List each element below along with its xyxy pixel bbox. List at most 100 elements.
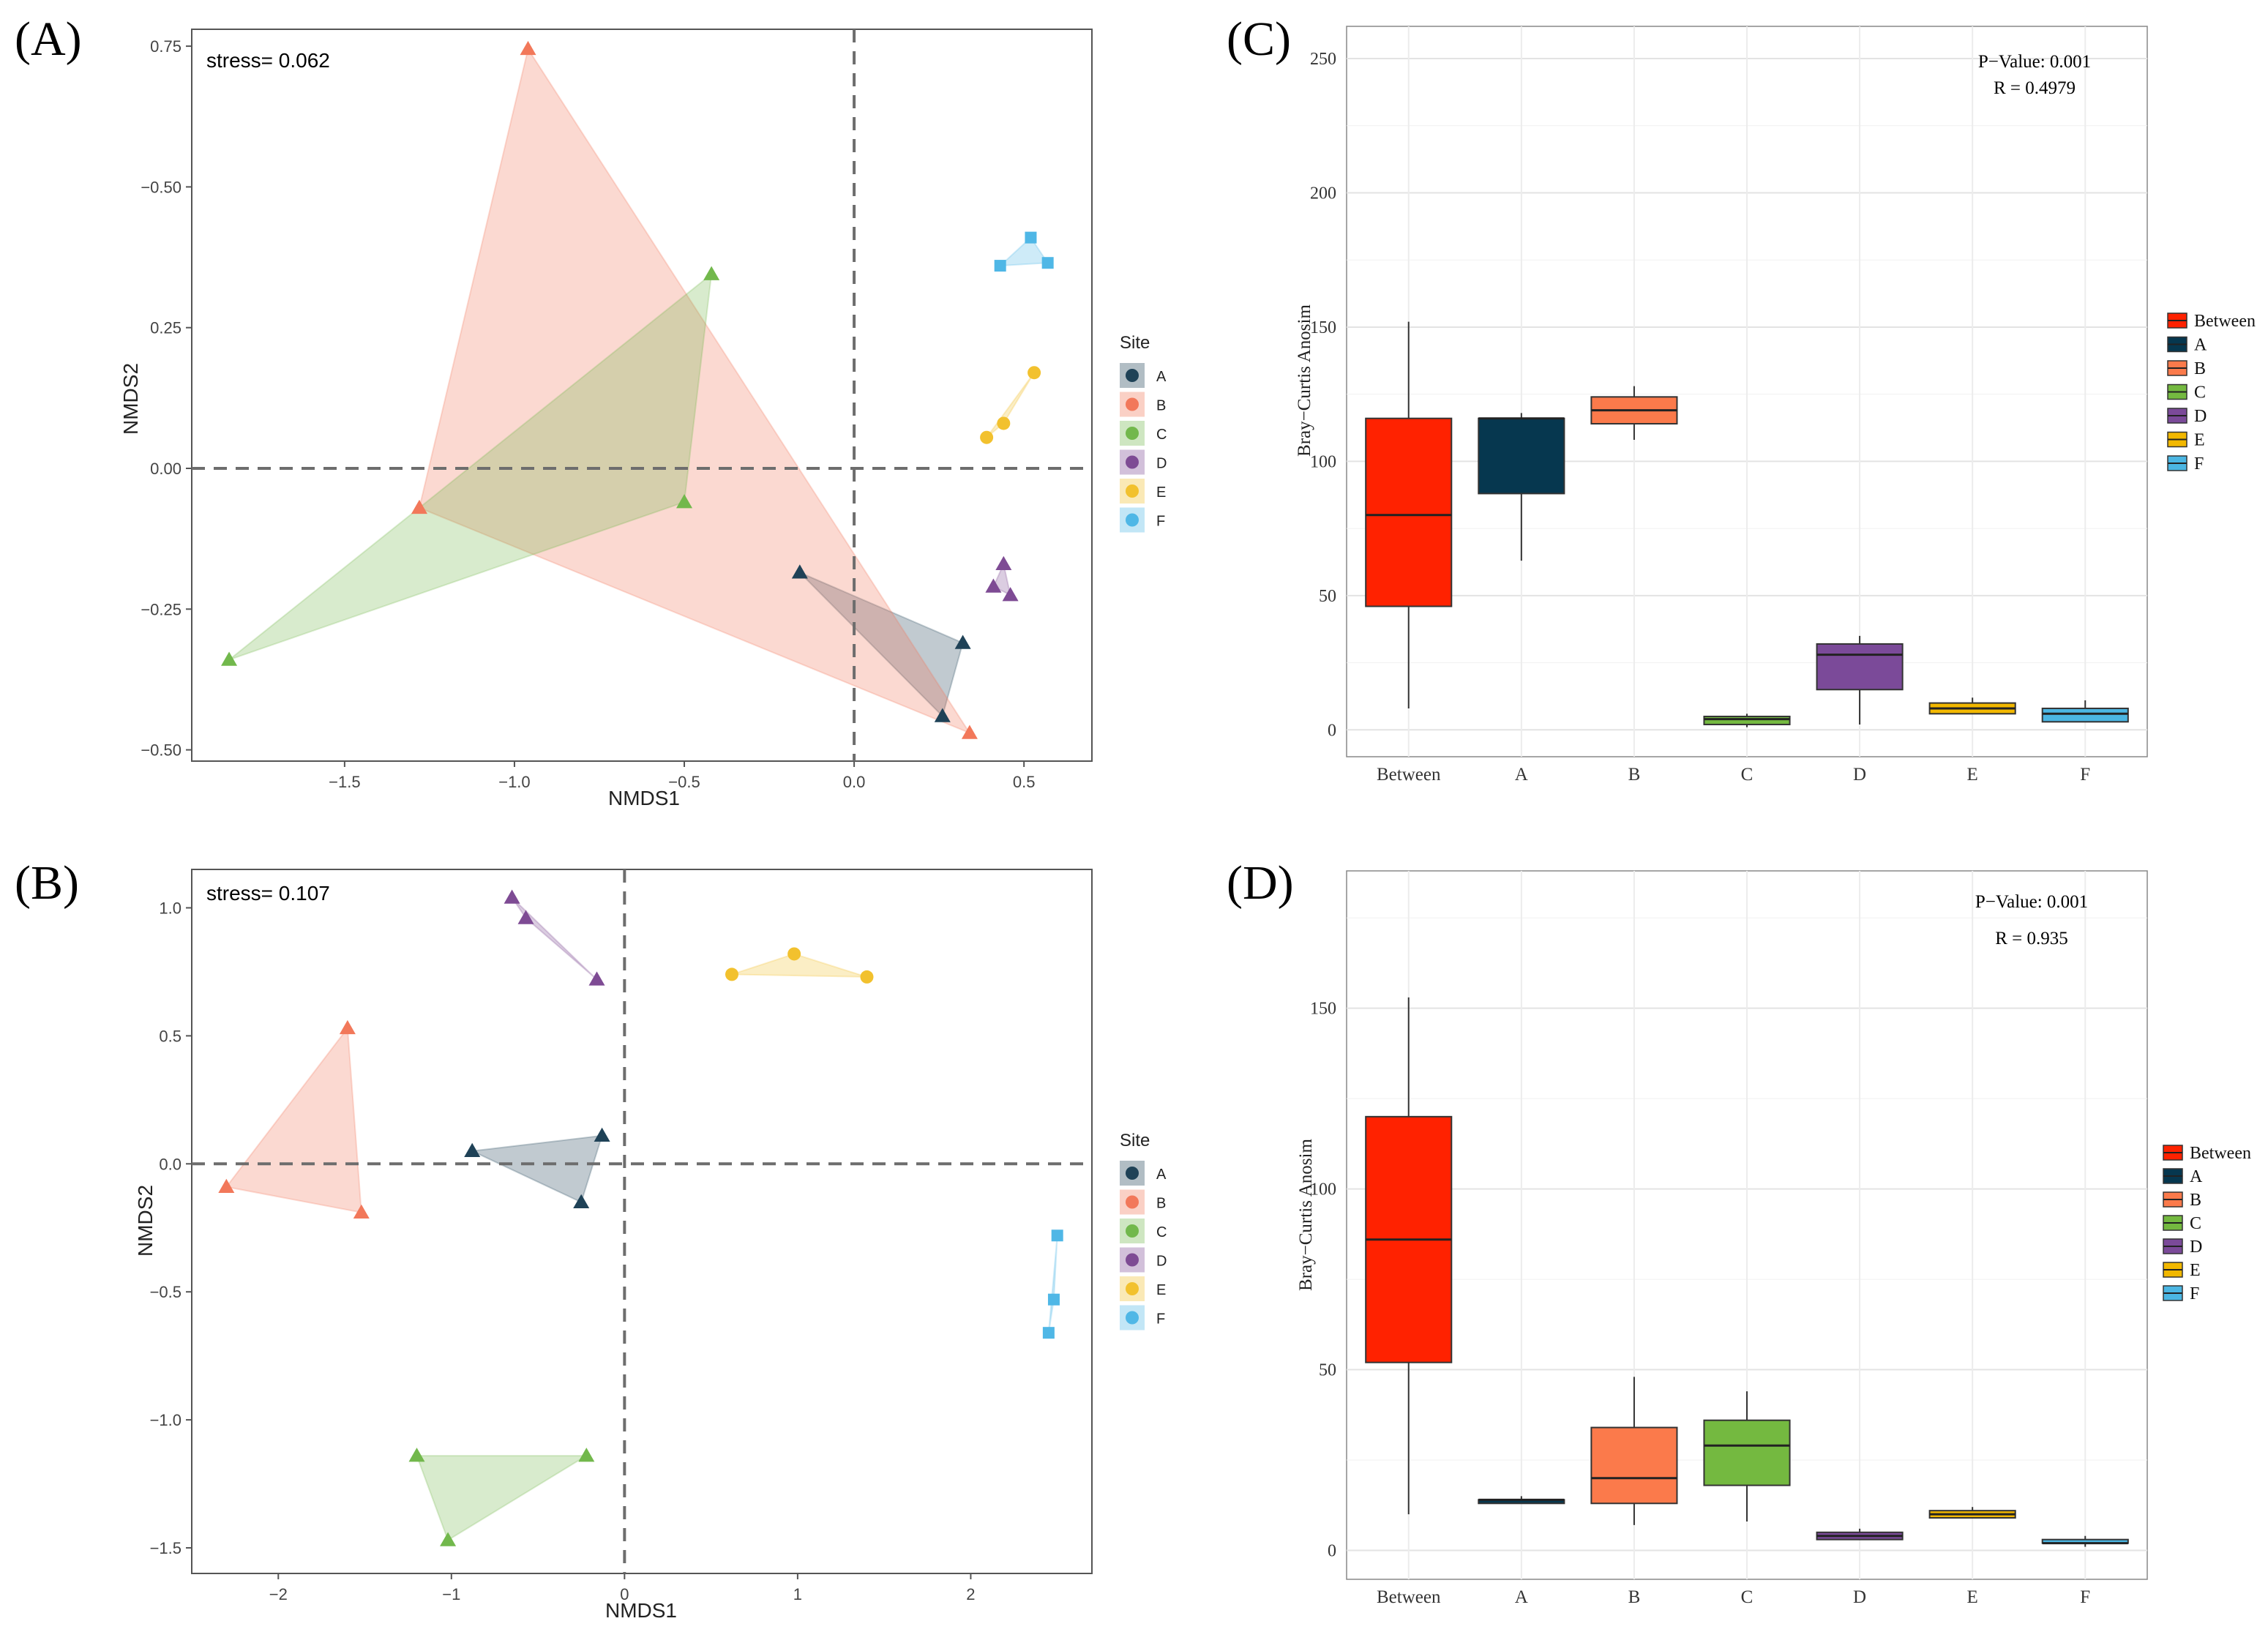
point-a bbox=[573, 1194, 590, 1209]
point-c bbox=[440, 1532, 457, 1546]
box-d bbox=[1816, 643, 1904, 691]
point-f bbox=[1051, 1229, 1063, 1242]
hull-a bbox=[469, 1134, 604, 1204]
legend-dot-c bbox=[1126, 427, 1139, 440]
x-tick-label: E bbox=[1967, 765, 1978, 785]
point-f bbox=[994, 260, 1006, 272]
point-a bbox=[594, 1127, 610, 1142]
legend-label: E bbox=[2194, 431, 2205, 450]
panel-c-label: (C) bbox=[1227, 12, 1291, 66]
legend-label: A bbox=[2190, 1167, 2203, 1186]
point-a bbox=[954, 635, 971, 649]
point-d bbox=[1002, 587, 1019, 602]
point-e bbox=[997, 416, 1011, 430]
point-d bbox=[517, 910, 534, 924]
legend-label: A bbox=[2194, 336, 2207, 355]
point-f bbox=[1025, 231, 1037, 244]
y-tick-label: 250 bbox=[1310, 50, 1336, 69]
legend-dot-f bbox=[1126, 513, 1139, 527]
x-tick-label: A bbox=[1515, 1587, 1528, 1607]
panel-d-pvalue: P−Value: 0.001 bbox=[1975, 892, 2088, 912]
legend-label: D bbox=[1156, 1254, 1167, 1270]
point-c bbox=[408, 1448, 425, 1462]
x-tick-label: −1 bbox=[442, 1585, 460, 1603]
x-tick-label: −0.5 bbox=[668, 773, 700, 791]
y-tick-label: −1.0 bbox=[150, 1411, 181, 1429]
panel-d-r: R = 0.935 bbox=[1995, 929, 2068, 948]
y-tick-label: −1.5 bbox=[150, 1539, 181, 1557]
point-e bbox=[787, 947, 801, 961]
legend-label: B bbox=[2194, 359, 2206, 378]
y-tick-label: −0.5 bbox=[150, 1283, 181, 1301]
y-tick-label: 100 bbox=[1310, 1180, 1336, 1199]
y-tick-label: 0.25 bbox=[150, 319, 181, 337]
legend-dot-e bbox=[1126, 484, 1139, 498]
legend-dot-e bbox=[1126, 1282, 1139, 1295]
point-f bbox=[1041, 257, 1054, 269]
legend-dot-d bbox=[1126, 455, 1139, 469]
legend-label: C bbox=[1156, 1224, 1167, 1240]
point-c bbox=[703, 266, 720, 280]
x-tick-label: A bbox=[1515, 765, 1528, 785]
panel-b-ylabel: NMDS2 bbox=[134, 1185, 157, 1257]
legend-label: A bbox=[1156, 1167, 1167, 1183]
legend-label: C bbox=[2194, 383, 2206, 403]
panel-b-xlabel: NMDS1 bbox=[605, 1599, 677, 1622]
hull-b bbox=[225, 1026, 362, 1213]
legend-label: F bbox=[1156, 514, 1165, 530]
hull-c bbox=[228, 272, 713, 661]
hull-b bbox=[418, 47, 972, 735]
x-tick-label: F bbox=[2080, 765, 2090, 785]
legend-dot-a bbox=[1126, 369, 1139, 382]
point-b bbox=[411, 499, 427, 514]
box-c bbox=[1703, 715, 1791, 725]
legend-title: Site bbox=[1120, 1131, 1150, 1150]
legend-label: E bbox=[1156, 1282, 1166, 1298]
point-d bbox=[985, 578, 1002, 593]
x-tick-label: E bbox=[1967, 1587, 1978, 1607]
legend-label: Between bbox=[2194, 312, 2256, 331]
point-f bbox=[1047, 1293, 1060, 1306]
legend-label: D bbox=[2190, 1238, 2202, 1257]
box-b bbox=[1590, 1426, 1678, 1505]
x-tick-label: 0.5 bbox=[1013, 773, 1036, 791]
legend-dot-d bbox=[1126, 1253, 1139, 1267]
panel-a-label: (A) bbox=[15, 12, 82, 66]
legend-label: Between bbox=[2190, 1144, 2251, 1163]
point-c bbox=[578, 1448, 595, 1462]
panel-a-stress: stress= 0.062 bbox=[206, 49, 330, 72]
hull-d bbox=[511, 897, 598, 981]
x-tick-label: C bbox=[1741, 765, 1754, 785]
y-tick-label: 100 bbox=[1310, 452, 1336, 471]
legend-label: D bbox=[2194, 407, 2207, 426]
point-e bbox=[1028, 366, 1041, 380]
point-c bbox=[221, 651, 238, 666]
y-tick-label: 0.75 bbox=[150, 37, 181, 56]
point-a bbox=[464, 1142, 481, 1158]
panel-d-label: (D) bbox=[1227, 856, 1294, 910]
legend-dot-a bbox=[1126, 1167, 1139, 1180]
x-tick-label: −1.0 bbox=[498, 773, 530, 791]
x-tick-label: 0.0 bbox=[843, 773, 866, 791]
x-tick-label: Between bbox=[1377, 765, 1441, 785]
panel-d-plot-area: Between A B C D E F 0 50 100 150 bbox=[1310, 870, 2148, 1607]
legend-title: Site bbox=[1120, 333, 1150, 353]
point-e bbox=[980, 430, 994, 444]
x-tick-label: 0 bbox=[620, 1585, 629, 1603]
y-tick-label: 150 bbox=[1310, 318, 1336, 337]
y-tick-label: 0 bbox=[1328, 1541, 1336, 1560]
plot-frame bbox=[191, 869, 1093, 1574]
panel-b-plot-area: −2 −1 0 1 2 1.0 0.5 0.0 −0.5 −1.0 −1.5 bbox=[150, 869, 1093, 1603]
point-d bbox=[995, 555, 1012, 571]
legend-label: A bbox=[1156, 369, 1167, 385]
legend-label: C bbox=[2190, 1214, 2201, 1233]
y-tick-label: −0.50 bbox=[141, 178, 181, 196]
panel-b-nmds: (B) −2 −1 0 1 2 1.0 0.5 0.0 −0.5 −1.0 −1.5 stress=… bbox=[15, 856, 1167, 1622]
legend-label: E bbox=[2190, 1261, 2201, 1280]
plot-frame bbox=[191, 29, 1093, 762]
point-d bbox=[504, 889, 520, 904]
